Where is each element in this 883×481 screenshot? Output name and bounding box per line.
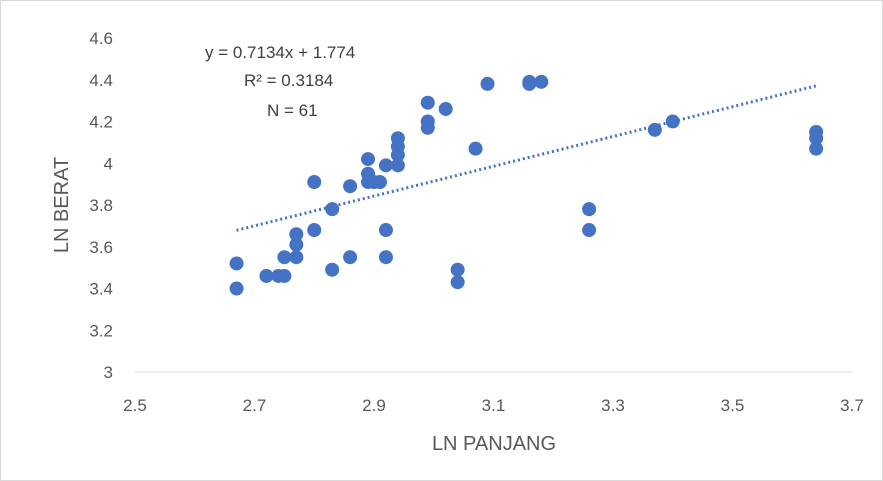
data-point (809, 131, 824, 146)
data-point (450, 275, 465, 290)
y-tick-label: 4.6 (89, 29, 113, 48)
data-point (277, 268, 292, 283)
data-point (468, 141, 483, 156)
data-point (809, 141, 824, 156)
y-tick-label: 3 (104, 363, 113, 382)
data-point (378, 223, 393, 238)
y-tick-label: 4.2 (89, 113, 113, 132)
data-point (378, 158, 393, 173)
data-point (289, 227, 304, 242)
y-tick-label: 4.4 (89, 71, 113, 90)
data-point (390, 131, 405, 146)
x-tick-label: 3.1 (482, 396, 506, 415)
data-point (390, 158, 405, 173)
data-point (372, 175, 387, 190)
x-tick-label: 3.5 (721, 396, 745, 415)
data-point (420, 114, 435, 129)
data-point (420, 95, 435, 110)
sample-size-label: N = 61 (267, 101, 318, 120)
data-point (259, 268, 274, 283)
data-point (289, 250, 304, 265)
trendline (236, 84, 817, 232)
x-tick-label: 2.5 (123, 396, 147, 415)
data-point (480, 76, 495, 91)
data-points (229, 74, 824, 296)
x-tick-label: 2.7 (243, 396, 267, 415)
regression-annotations: y = 0.7134x + 1.774 R² = 0.3184 N = 61 (205, 43, 355, 120)
y-tick-label: 3.6 (89, 238, 113, 257)
data-point (522, 74, 537, 89)
data-point (378, 250, 393, 265)
data-point (361, 152, 376, 167)
y-tick-label: 3.4 (89, 280, 113, 299)
data-point (307, 223, 322, 238)
data-point (307, 175, 322, 190)
x-tick-label: 2.9 (362, 396, 386, 415)
regression-equation: y = 0.7134x + 1.774 (205, 43, 355, 62)
data-point (343, 250, 358, 265)
y-tick-label: 3.8 (89, 196, 113, 215)
y-tick-label: 4 (104, 154, 113, 173)
data-point (647, 122, 662, 137)
x-tick-label: 3.7 (840, 396, 864, 415)
data-point (343, 179, 358, 194)
data-point (534, 74, 549, 89)
data-point (229, 281, 244, 296)
r-squared-label: R² = 0.3184 (244, 71, 333, 90)
y-tick-label: 3.2 (89, 321, 113, 340)
data-point (582, 202, 597, 217)
data-point (665, 114, 680, 129)
y-axis-title: LN BERAT (51, 157, 73, 253)
x-tick-label: 3.3 (601, 396, 625, 415)
y-tick-labels: 3 3.2 3.4 3.6 3.8 4 4.2 4.4 4.6 (89, 29, 113, 382)
x-axis-title: LN PANJANG (432, 433, 556, 455)
data-point (450, 262, 465, 277)
data-point (277, 250, 292, 265)
data-point (438, 101, 453, 116)
data-point (325, 202, 340, 217)
x-tick-labels: 2.5 2.7 2.9 3.1 3.3 3.5 3.7 (123, 396, 864, 415)
data-point (289, 237, 304, 252)
data-point (325, 262, 340, 277)
data-point (582, 223, 597, 238)
data-point (229, 256, 244, 271)
